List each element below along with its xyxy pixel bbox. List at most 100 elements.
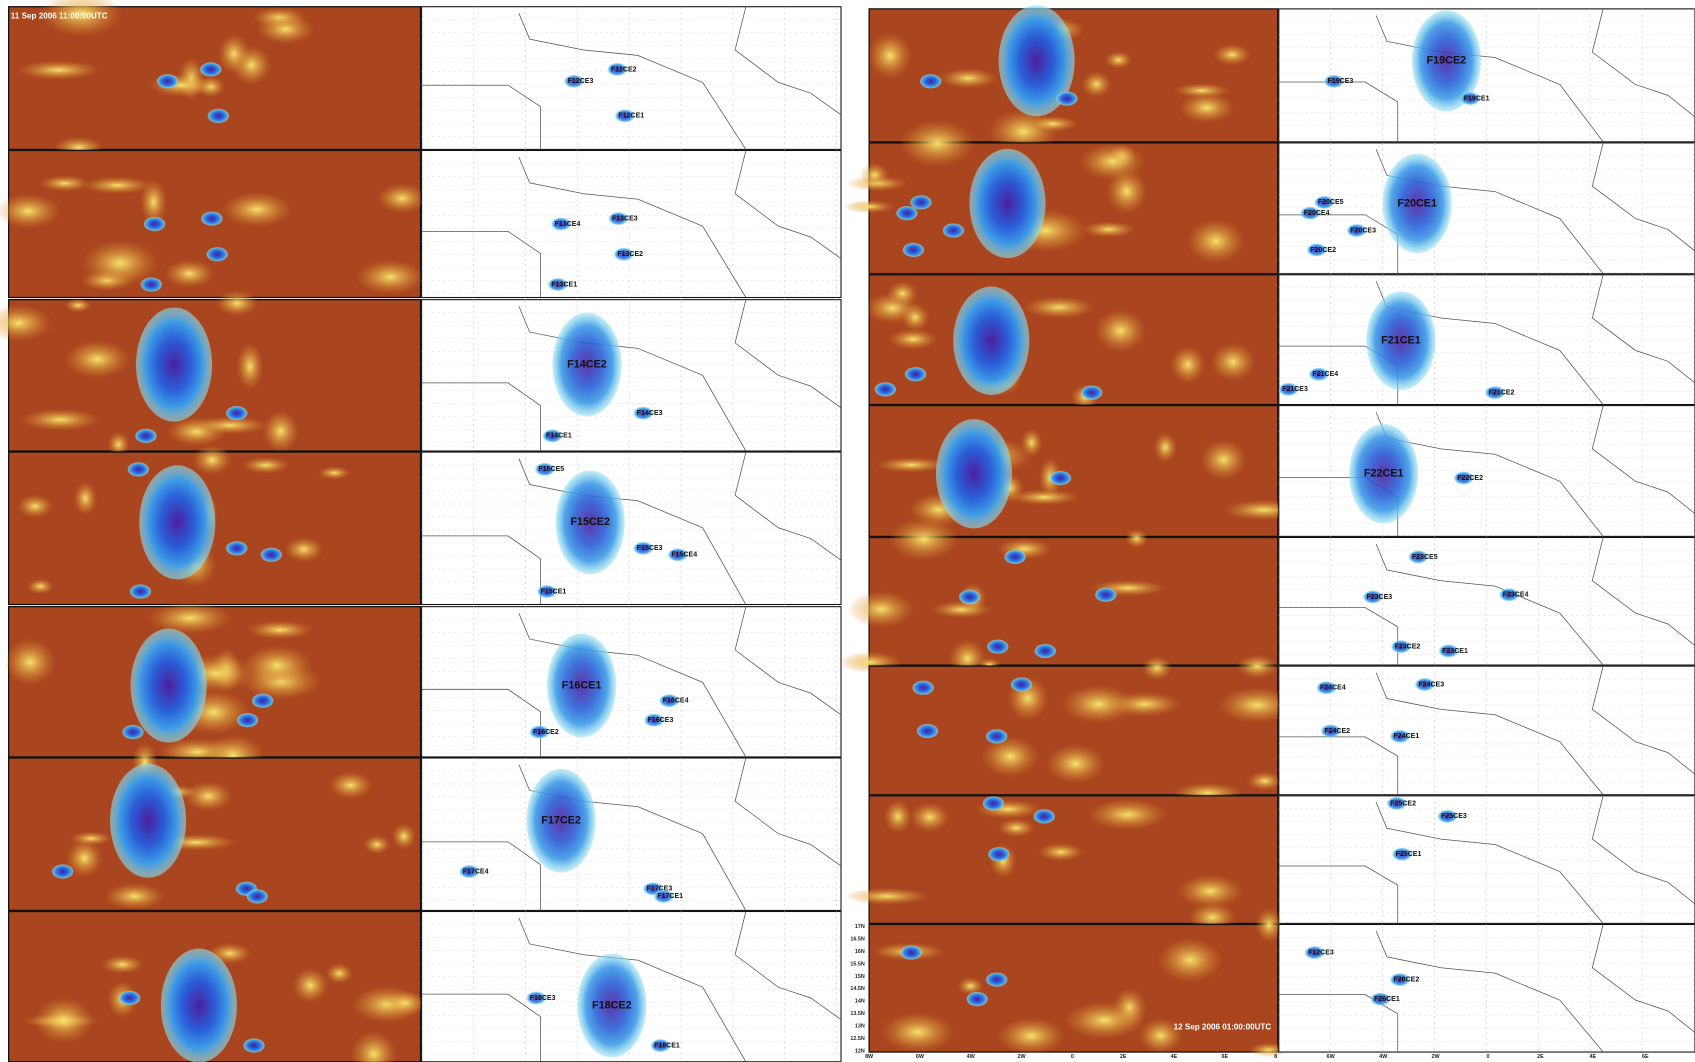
cluster-label: F22CE2 [1457, 475, 1483, 482]
ir-cloud [144, 217, 165, 231]
cluster-label: F15CE4 [671, 552, 697, 559]
cluster-panel [422, 758, 841, 910]
lat-tick-label: 16N [855, 949, 865, 955]
warm-cloud [218, 34, 250, 74]
warm-cloud [1046, 744, 1105, 784]
ir-cloud [912, 681, 933, 695]
cluster-panel [1279, 537, 1695, 665]
cluster-label: F24CE1 [1393, 733, 1419, 740]
cluster-label: F15CE2 [570, 516, 610, 528]
ir-cloud [157, 74, 178, 88]
warm-cloud [847, 591, 914, 628]
warm-cloud [236, 343, 263, 390]
ir-cloud [896, 206, 917, 220]
ir-cloud [261, 548, 282, 562]
lat-tick-label: 15N [855, 974, 865, 980]
cluster-panel [1279, 9, 1695, 142]
warm-cloud [104, 883, 164, 910]
ir-cloud [953, 287, 1029, 395]
ir-cloud [52, 864, 73, 878]
ir-cloud [130, 584, 151, 598]
ir-cloud [959, 590, 980, 604]
ir-cloud [1050, 471, 1071, 485]
warm-cloud [192, 416, 268, 434]
lon-tick-label: 2W [1432, 1054, 1441, 1060]
warm-cloud [1158, 938, 1223, 983]
warm-cloud [939, 68, 998, 88]
warm-cloud [1061, 685, 1135, 724]
warm-cloud [355, 259, 425, 294]
warm-cloud [1082, 71, 1112, 97]
cluster-label: F21CE2 [1489, 389, 1515, 396]
warm-cloud [216, 291, 259, 316]
warm-cloud [222, 192, 293, 228]
warm-cloud [4, 639, 56, 686]
page: F12CE2F12CE3F12CE1F13CE4F13CE3F13CE2F13C… [0, 0, 1695, 1062]
lat-tick-label: 12.5N [850, 1036, 864, 1042]
cluster-panel [1279, 275, 1695, 405]
cluster-label: F18CE2 [592, 999, 632, 1011]
warm-cloud [1087, 799, 1168, 830]
ir-cloud [969, 149, 1045, 258]
warm-cloud [27, 579, 54, 594]
lon-tick-label: 4E [1590, 1054, 1597, 1060]
ir-cloud [1035, 644, 1056, 658]
warm-cloud [1200, 440, 1246, 480]
ir-cloud [226, 541, 247, 555]
lon-tick-label: 6W [1327, 1054, 1336, 1060]
cluster-label: F26CE1 [1374, 996, 1400, 1003]
warm-cloud [1142, 656, 1172, 680]
cluster-panel [1279, 406, 1695, 537]
warm-cloud [1080, 143, 1146, 180]
ir-cloud [119, 991, 140, 1005]
lon-tick-label: 0 [1071, 1054, 1074, 1060]
cluster-label: F25CE3 [1441, 813, 1467, 820]
ir-cloud [135, 429, 156, 443]
cluster-label: F13CE3 [612, 215, 638, 222]
lat-tick-label: 17N [855, 924, 865, 930]
warm-cloud [1211, 343, 1256, 382]
warm-cloud [318, 466, 350, 479]
warm-cloud [888, 329, 937, 350]
cluster-label: F12CE3 [1308, 949, 1334, 956]
cluster-label: F21CE3 [1282, 386, 1308, 393]
warm-cloud [1213, 44, 1251, 65]
cluster-panel [422, 7, 841, 150]
cluster-label: F19CE1 [1464, 95, 1490, 102]
cluster-label: F24CE4 [1320, 685, 1346, 692]
cluster-panel [1279, 924, 1695, 1052]
warm-cloud [326, 963, 353, 983]
cluster-label: F15CE5 [538, 466, 564, 473]
ir-cloud [1081, 385, 1102, 399]
warm-cloud [383, 991, 426, 1016]
ir-cloud [905, 367, 926, 381]
warm-cloud [1028, 116, 1078, 132]
warm-cloud [329, 771, 373, 798]
cluster-label: F17CE1 [657, 893, 683, 900]
figure: F12CE2F12CE3F12CE1F13CE4F13CE3F13CE2F13C… [0, 0, 1695, 1062]
warm-cloud [901, 304, 929, 331]
warm-cloud [899, 120, 975, 167]
ir-cloud [1034, 809, 1055, 823]
lon-tick-label: 0 [1486, 1054, 1489, 1060]
ir-cloud [875, 382, 896, 396]
warm-cloud [1186, 219, 1245, 264]
cluster-panel [1279, 143, 1695, 274]
warm-cloud [363, 835, 390, 854]
warm-cloud [1082, 221, 1135, 237]
warm-cloud [981, 736, 1039, 777]
cluster-label: F24CE3 [1418, 681, 1444, 688]
cluster-label: F16CE2 [533, 729, 559, 736]
ir-cloud [986, 972, 1007, 986]
warm-cloud [881, 1012, 955, 1053]
ir-cloud [252, 694, 273, 708]
lon-tick-label: 4W [967, 1054, 976, 1060]
cluster-panel [422, 452, 841, 604]
lon-tick-label: 6E [1221, 1054, 1228, 1060]
cluster-label: F15CE3 [637, 545, 663, 552]
lat-tick-label: 12N [855, 1048, 865, 1054]
ir-cloud [110, 764, 186, 878]
cluster-label: F12CE3 [568, 78, 594, 85]
warm-cloud [1174, 83, 1231, 98]
ir-cloud [943, 223, 964, 237]
